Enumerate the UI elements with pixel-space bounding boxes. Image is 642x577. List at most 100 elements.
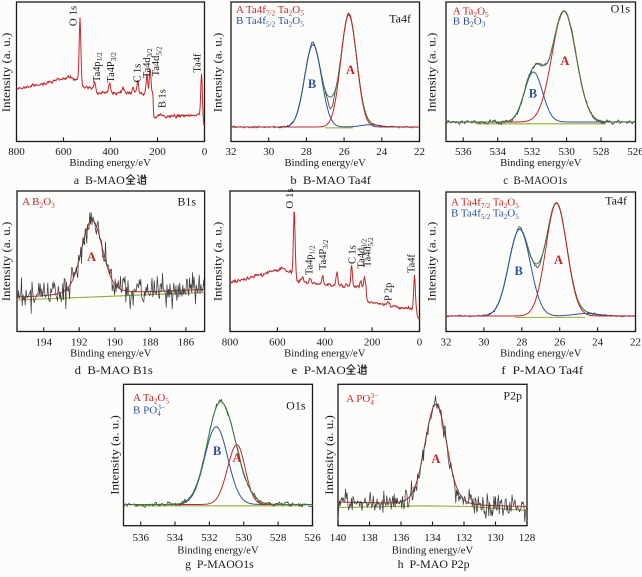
svg-text:600: 600 [55,146,72,158]
svg-text:194: 194 [35,337,52,349]
svg-text:B: B [529,87,537,101]
svg-text:A: A [431,452,440,466]
svg-text:Ta4f: Ta4f [406,254,417,273]
svg-text:530: 530 [558,146,575,158]
svg-text:536: 536 [132,532,149,544]
svg-text:200: 200 [364,337,381,349]
svg-text:22: 22 [630,337,641,349]
svg-text:534: 534 [167,532,184,544]
svg-text:22: 22 [414,146,425,158]
svg-text:c B-MAOO1s: c B-MAOO1s [503,175,567,187]
svg-text:Intensity (a. u.): Intensity (a. u.) [425,33,439,113]
svg-text:A: A [554,253,563,267]
svg-text:A Ta4f7/2 Ta2O5: A Ta4f7/2 Ta2O5 [451,197,519,210]
svg-text:600: 600 [269,337,286,349]
svg-text:24: 24 [592,337,604,349]
svg-text:B: B [515,264,523,278]
svg-text:26: 26 [554,337,566,349]
svg-text:A: A [560,54,569,68]
svg-text:B1s: B1s [177,195,196,209]
svg-text:A Ta2O5: A Ta2O5 [133,392,169,405]
svg-text:Intensity (a. u.): Intensity (a. u.) [108,415,122,495]
svg-text:Binding energy/eV: Binding energy/eV [392,546,474,557]
svg-text:Intensity (a. u.): Intensity (a. u.) [211,222,225,302]
svg-text:Intensity (a. u.): Intensity (a. u.) [425,222,439,302]
svg-text:0: 0 [417,337,423,349]
svg-text:Intensity (a. u.): Intensity (a. u.) [0,222,13,302]
svg-text:B: B [308,77,316,91]
svg-text:530: 530 [236,532,253,544]
svg-text:f P-MAO Ta4f: f P-MAO Ta4f [501,365,583,377]
svg-text:30: 30 [263,146,275,158]
svg-text:28: 28 [301,146,313,158]
svg-text:32: 32 [441,337,452,349]
svg-text:Ta4d5/2​: Ta4d5/2​ [363,237,375,267]
svg-text:32: 32 [226,146,237,158]
svg-text:Intensity (a. u.): Intensity (a. u.) [211,33,225,113]
svg-text:A Ta2O5: A Ta2O5 [453,6,489,19]
svg-text:O1s: O1s [286,399,306,413]
svg-text:190: 190 [107,337,124,349]
svg-text:Intensity (a. u.): Intensity (a. u.) [322,415,336,495]
svg-text:B B2O3: B B2O3 [453,15,486,28]
svg-text:26: 26 [339,146,351,158]
svg-text:534: 534 [489,146,506,158]
svg-text:Ta4f: Ta4f [389,12,411,26]
svg-text:Binding energy/eV: Binding energy/eV [69,158,151,169]
svg-text:O 1s: O 1s [284,188,296,208]
svg-text:A: A [346,63,355,77]
svg-text:192: 192 [71,337,88,349]
svg-text:C 1s: C 1s [348,245,359,264]
svg-text:532: 532 [201,532,218,544]
svg-text:Intensity (a. u.): Intensity (a. u.) [0,33,13,113]
svg-text:188: 188 [142,337,159,349]
svg-text:B 1s: B 1s [157,89,168,108]
svg-text:A: A [87,250,96,264]
svg-text:Ta4f: Ta4f [605,194,627,208]
svg-text:B: B [213,444,221,458]
svg-text:528: 528 [270,532,287,544]
svg-text:138: 138 [361,532,378,544]
svg-text:O1s: O1s [611,2,631,16]
svg-text:Ta4d3/2​: Ta4d3/2​ [356,238,368,268]
svg-text:0: 0 [202,146,208,158]
svg-text:g P-MAOO1s: g P-MAOO1s [185,559,254,571]
svg-text:O 1s: O 1s [68,6,80,26]
svg-text:30: 30 [478,337,490,349]
svg-text:186: 186 [178,337,195,349]
svg-text:28: 28 [516,337,528,349]
svg-text:140: 140 [330,532,347,544]
svg-text:136: 136 [393,532,410,544]
svg-text:Binding energy/eV: Binding energy/eV [500,158,582,169]
svg-text:b B-MAO Ta4f: b B-MAO Ta4f [290,175,371,187]
svg-text:134: 134 [424,532,441,544]
svg-text:Binding energy/eV: Binding energy/eV [285,158,367,169]
svg-text:A Ta4f7/2 Ta2O5: A Ta4f7/2 Ta2O5 [236,4,304,17]
svg-text:532: 532 [524,146,541,158]
svg-text:Binding energy/eV: Binding energy/eV [70,349,152,360]
svg-text:Binding energy/eV: Binding energy/eV [177,546,259,557]
svg-text:528: 528 [593,146,610,158]
svg-text:e P-MAO: e P-MAO [291,365,345,377]
svg-text:526: 526 [304,532,321,544]
svg-text:P 2p: P 2p [384,283,395,301]
svg-text:A B2O3: A B2O3 [22,196,55,209]
svg-text:Binding energy/eV: Binding energy/eV [500,349,582,360]
svg-text:Binding energy/eV: Binding energy/eV [284,349,366,360]
svg-text:A PO43−: A PO43− [346,391,378,406]
svg-text:Ta4d3/2​: Ta4d3/2​ [142,48,154,78]
svg-text:Ta4d5/2​: Ta4d5/2​ [151,46,163,76]
svg-text:Ta4P3/2​: Ta4P3/2​ [318,239,330,270]
svg-text:Ta4f: Ta4f [193,53,204,72]
svg-text:800: 800 [222,337,239,349]
svg-text:128: 128 [519,532,536,544]
svg-text:132: 132 [456,532,473,544]
svg-text:526: 526 [627,146,642,158]
svg-text:24: 24 [376,146,388,158]
svg-text:C 1s: C 1s [132,64,143,83]
svg-text:Ta4p1/2​: Ta4p1/2​ [92,52,104,82]
svg-text:B Ta4f5/2 Ta2O5: B Ta4f5/2 Ta2O5 [451,208,519,221]
svg-text:B PO43−: B PO43− [133,403,165,418]
svg-text:Ta4P3/2​: Ta4P3/2​ [106,52,118,83]
svg-text:400: 400 [317,337,334,349]
